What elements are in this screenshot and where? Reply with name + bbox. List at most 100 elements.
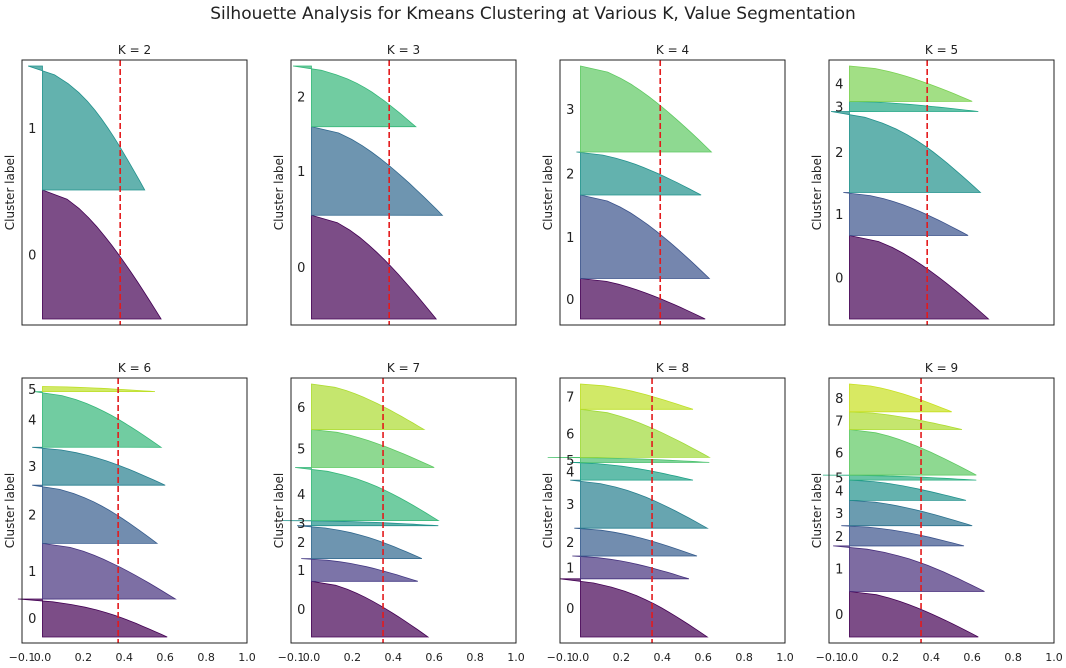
x-tick-label: 0.2: [75, 651, 93, 664]
y-axis-label: Cluster label: [810, 155, 824, 230]
x-tick-label: 0.0: [303, 651, 321, 664]
cluster-silhouette-1: [27, 65, 146, 191]
silhouette-panel-k7: 0 1 2 3 4 5 6 K = 7 Cluster label −0.10.0 0.2 0.4 0.…: [272, 361, 525, 664]
cluster-label: 1: [566, 561, 574, 576]
cluster-silhouette-3: [32, 446, 166, 486]
cluster-label: 5: [835, 472, 843, 487]
cluster-label: 2: [297, 90, 305, 105]
cluster-label: 3: [835, 507, 843, 522]
cluster-label: 1: [835, 208, 843, 223]
cluster-silhouette-0: [559, 578, 709, 638]
cluster-label: 1: [835, 563, 843, 578]
cluster-silhouette-0: [42, 189, 162, 320]
x-tick-label: 0.0: [841, 651, 859, 664]
silhouette-panel-k4: 0 1 2 3 K = 4 Cluster label: [541, 43, 786, 326]
cluster-label: 4: [835, 78, 843, 93]
cluster-silhouette-2: [841, 525, 965, 547]
y-axis-label: Cluster label: [3, 155, 17, 230]
cluster-label: 0: [297, 261, 305, 276]
panel-title: K = 8: [656, 361, 689, 375]
panel-title: K = 9: [925, 361, 958, 375]
x-tick-label: 0.0: [34, 651, 52, 664]
cluster-label: 1: [566, 231, 574, 246]
panel-title: K = 2: [118, 43, 151, 57]
cluster-label: 5: [28, 383, 36, 398]
x-tick-label: 0.4: [923, 651, 941, 664]
x-tick-label: 0.2: [882, 651, 900, 664]
cluster-silhouette-2: [576, 151, 702, 196]
x-tick-label: −0.1: [9, 651, 36, 664]
x-tick-label: 0.8: [1004, 651, 1022, 664]
cluster-silhouette-0: [17, 598, 168, 638]
cluster-silhouette-4: [570, 462, 694, 481]
figure-title: Silhouette Analysis for Kmeans Clusterin…: [210, 4, 856, 24]
cluster-silhouette-0: [849, 591, 979, 638]
axes-frame: [290, 377, 517, 644]
cluster-label: 6: [566, 427, 574, 442]
axes-frame: [559, 59, 786, 326]
cluster-silhouette-6: [580, 408, 711, 458]
panel-title: K = 6: [118, 361, 151, 375]
axes-frame: [290, 59, 517, 326]
silhouette-panel-k5: 0 1 2 3 4 K = 5 Cluster label: [810, 43, 1055, 326]
cluster-label: 4: [566, 465, 574, 480]
cluster-silhouette-4: [295, 467, 440, 522]
cluster-label: 0: [835, 271, 843, 286]
cluster-silhouette-2: [574, 527, 698, 557]
cluster-label: 2: [835, 146, 843, 161]
x-tick-label: 1.0: [1045, 651, 1063, 664]
x-tick-label: 0.0: [572, 651, 590, 664]
axes-frame: [559, 377, 786, 644]
cluster-silhouette-1: [833, 545, 985, 592]
cluster-label: 2: [28, 508, 36, 523]
cluster-silhouette-6: [311, 383, 426, 430]
cluster-label: 4: [835, 484, 843, 499]
y-axis-label: Cluster label: [541, 155, 555, 230]
x-tick-label: −0.1: [547, 651, 574, 664]
cluster-silhouette-1: [580, 194, 711, 279]
cluster-silhouette-1: [42, 543, 177, 600]
y-axis-label: Cluster label: [541, 473, 555, 548]
axes-frame: [828, 59, 1055, 326]
cluster-silhouette-1: [572, 555, 690, 580]
x-tick-label: 0.2: [613, 651, 631, 664]
x-tick-label: 0.4: [385, 651, 403, 664]
cluster-label: 3: [566, 103, 574, 118]
x-tick-label: 1.0: [776, 651, 794, 664]
silhouette-panel-k8: 0 1 2 3 45 6 7 K = 8 Cluster label −0.10.0 0.2 0.4 0…: [541, 361, 794, 664]
cluster-label: 1: [28, 122, 36, 137]
cluster-silhouette-8: [849, 383, 952, 413]
cluster-label: 7: [566, 391, 574, 406]
cluster-label: 2: [566, 536, 574, 551]
cluster-silhouette-0: [580, 278, 706, 320]
silhouette-panel-k3: 0 1 2 K = 3 Cluster label: [272, 43, 517, 326]
cluster-label: 3: [297, 517, 305, 532]
x-tick-label: 0.6: [156, 651, 174, 664]
y-axis-label: Cluster label: [272, 473, 286, 548]
y-axis-label: Cluster label: [3, 473, 17, 548]
cluster-silhouette-7: [849, 411, 963, 430]
silhouette-panel-k6: 0 1 2 3 4 5 K = 6 Cluster label −0.10.0 0.2 0.4 0.6…: [3, 361, 256, 664]
cluster-label: 2: [835, 530, 843, 545]
cluster-silhouette-3: [570, 479, 709, 529]
panel-title: K = 3: [387, 43, 420, 57]
x-tick-label: 0.4: [654, 651, 672, 664]
cluster-label: 6: [835, 446, 843, 461]
cluster-silhouette-2: [297, 525, 423, 559]
cluster-silhouette-4: [849, 479, 967, 501]
x-tick-label: 0.4: [116, 651, 134, 664]
cluster-label: 2: [297, 536, 305, 551]
cluster-silhouette-5: [822, 474, 977, 481]
cluster-silhouette-3: [282, 520, 439, 527]
cluster-label: 4: [28, 413, 36, 428]
x-tick-label: 0.6: [425, 651, 443, 664]
x-tick-label: −0.1: [278, 651, 305, 664]
cluster-label: 8: [835, 392, 843, 407]
cluster-silhouette-3: [849, 500, 973, 527]
cluster-silhouette-5: [42, 386, 156, 392]
y-axis-label: Cluster label: [810, 473, 824, 548]
axes-frame: [828, 377, 1055, 644]
cluster-label: 2: [566, 168, 574, 183]
cluster-label: 6: [297, 401, 305, 416]
